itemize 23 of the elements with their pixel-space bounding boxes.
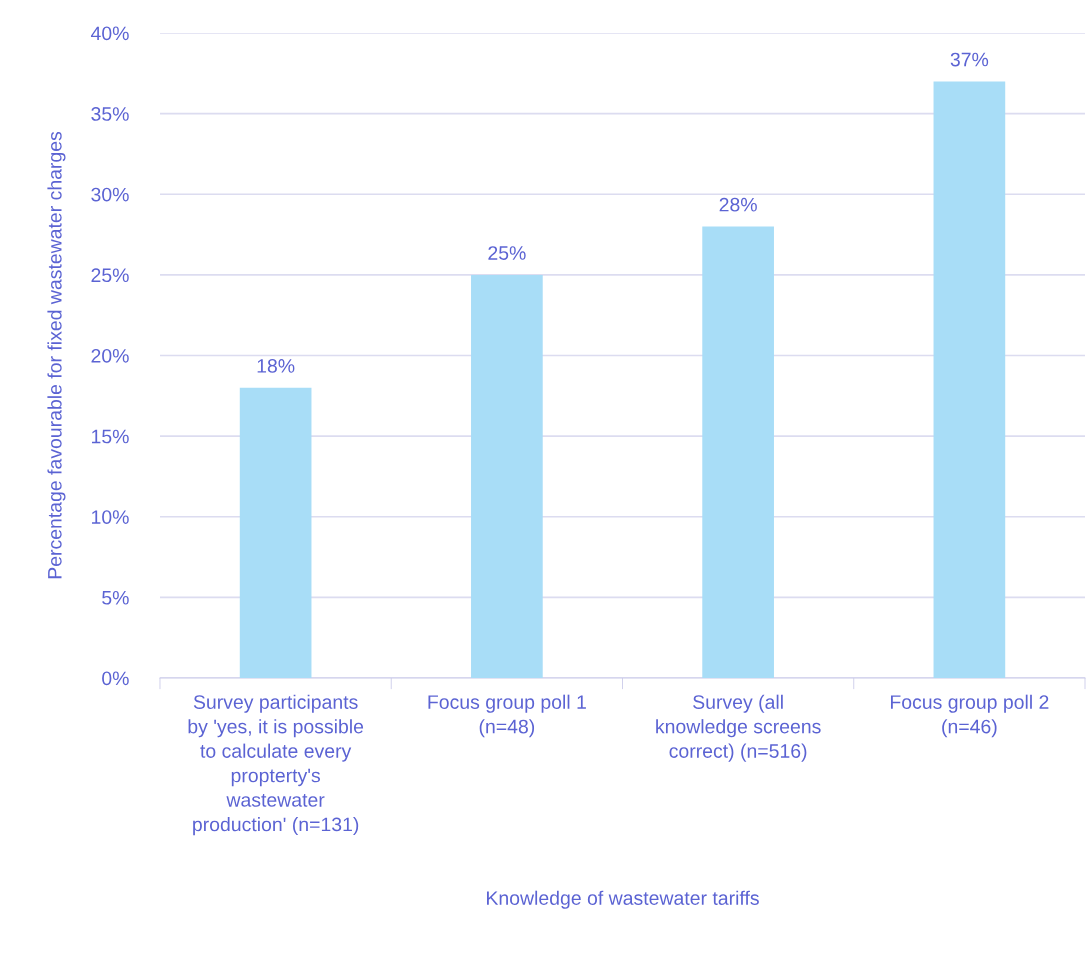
- x-tick-label: Focus group poll 1 (n=48): [428, 694, 586, 738]
- data-label: 28%: [719, 197, 757, 212]
- y-tick-label: 0%: [102, 671, 129, 686]
- x-axis-title: Knowledge of wastewater tariffs: [487, 890, 759, 909]
- y-tick-label: 35%: [91, 107, 129, 121]
- x-tick-label: Survey participants by 'yes, it is possible to calculate every propterty's wastewater production' (n=131): [188, 694, 364, 836]
- data-label: 25%: [488, 246, 526, 260]
- x-tick-label: Survey (all knowledge screens correct) (n=516): [656, 694, 821, 762]
- y-tick-label: 20%: [91, 348, 129, 363]
- y-tick-label: 40%: [90, 26, 129, 41]
- data-label: 18%: [257, 359, 295, 373]
- y-tick-label: 15%: [92, 429, 129, 444]
- y-tick-label: 30%: [91, 187, 129, 202]
- x-tick-label: Focus group poll 2 (n=46): [890, 694, 1049, 738]
- bar: [471, 274, 543, 678]
- y-tick-label: 25%: [91, 268, 129, 283]
- bar: [239, 387, 312, 678]
- bar: [702, 226, 774, 678]
- y-tick-label: 5%: [102, 590, 129, 605]
- y-axis-title: Percentage favourable for fixed wastewater charges: [47, 131, 66, 579]
- bar: [933, 81, 1006, 678]
- y-tick-label: 10%: [92, 510, 129, 524]
- data-label: 37%: [950, 52, 989, 67]
